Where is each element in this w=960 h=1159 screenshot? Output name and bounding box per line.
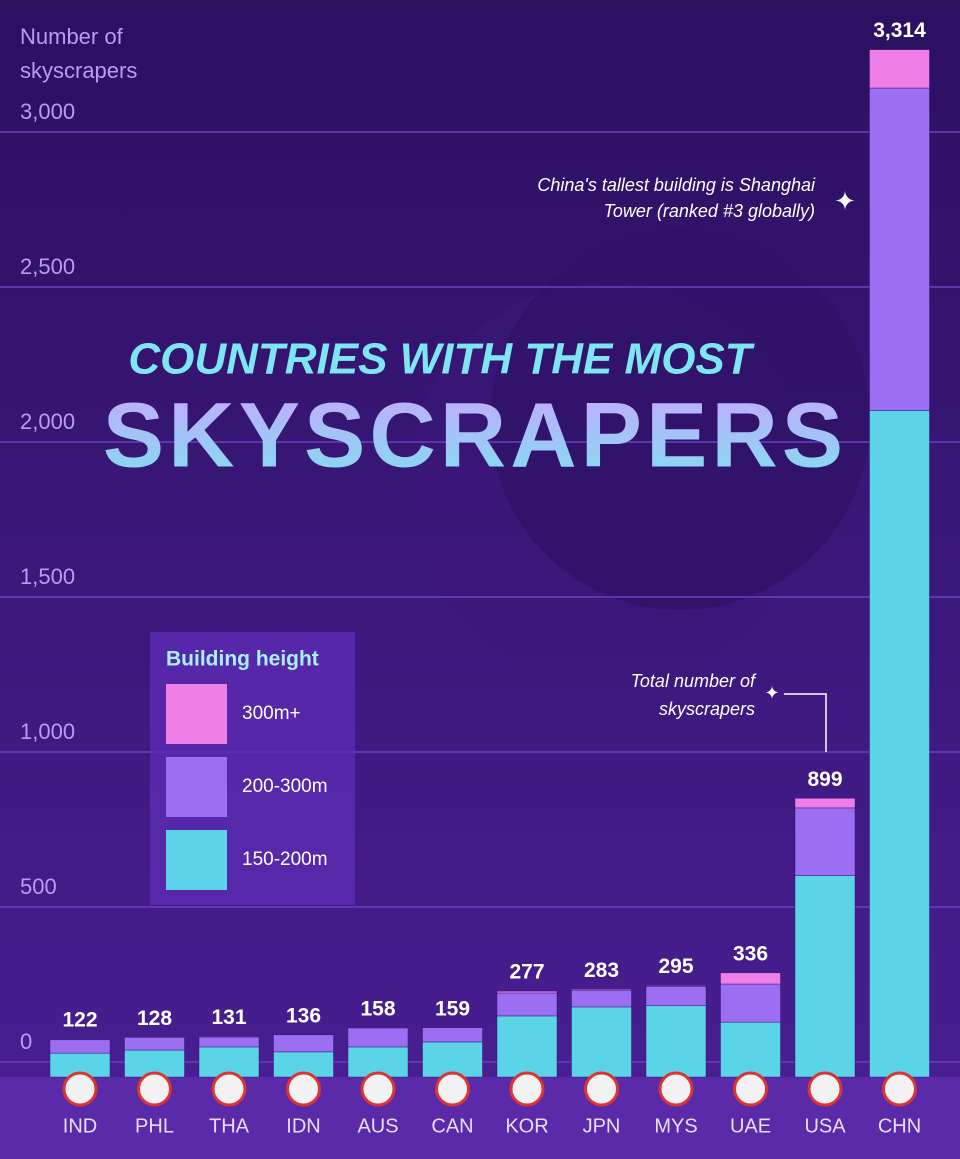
bar-segment: [720, 1021, 781, 1078]
sparkle: ✦: [834, 186, 856, 216]
x-tick-label: UAE: [730, 1115, 771, 1137]
total-label: 3,314: [873, 19, 926, 42]
y-axis-label: Number of: [20, 24, 124, 49]
y-tick-label: 0: [20, 1029, 32, 1054]
x-tick-label: IND: [63, 1115, 97, 1137]
total-label: 277: [509, 961, 544, 984]
x-tick-label: MYS: [654, 1115, 697, 1137]
flag: [137, 1071, 172, 1107]
flag: [882, 1071, 917, 1107]
flag: [435, 1071, 470, 1107]
annotation: China's tallest building is Shanghai: [537, 175, 816, 195]
sparkle: ✦: [764, 683, 779, 703]
legend-title: Building height: [166, 648, 319, 671]
flag: [584, 1071, 619, 1107]
annotation: Tower (ranked #3 globally): [604, 201, 815, 221]
bar-segment: [869, 87, 930, 411]
flag: [807, 1071, 843, 1107]
legend-label: 200-300m: [242, 776, 328, 797]
bar-segment: [720, 983, 781, 1023]
bar-segment: [347, 1027, 409, 1048]
x-tick-label: AUS: [357, 1115, 398, 1137]
bar-segment: [124, 1037, 185, 1051]
bar-segment: [645, 986, 707, 1006]
flag: [211, 1071, 247, 1107]
x-tick-label: THA: [209, 1115, 250, 1137]
y-tick-label: 1,500: [20, 564, 75, 589]
bar-segment: [198, 1036, 260, 1048]
legend-label: 300m+: [242, 703, 301, 724]
moon-decoration: [490, 230, 870, 610]
flag: [733, 1071, 768, 1107]
flag: [286, 1071, 321, 1107]
bar-segment: [794, 875, 856, 1078]
bar-segment: [422, 1041, 483, 1078]
chart-title: COUNTRIES WITH THE MOST: [128, 335, 754, 384]
bar-segment: [571, 989, 632, 991]
bar-segment: [794, 807, 856, 876]
bar-segment: [869, 49, 930, 89]
flag: [62, 1071, 98, 1107]
bar-segment: [422, 1027, 483, 1043]
bar-segment: [720, 972, 781, 985]
total-label: 295: [658, 955, 693, 978]
y-axis-label: skyscrapers: [20, 58, 137, 83]
total-label: 283: [584, 959, 619, 982]
bar-segment: [496, 992, 558, 1017]
y-tick-label: 500: [20, 874, 57, 899]
bar-segment: [645, 1005, 707, 1078]
total-label: 136: [286, 1004, 321, 1027]
legend-label: 150-200m: [242, 849, 328, 870]
x-tick-label: USA: [804, 1115, 846, 1137]
y-tick-label: 2,500: [20, 254, 75, 279]
bar-segment: [794, 798, 856, 809]
x-tick-label: PHL: [135, 1115, 174, 1137]
chart-subtitle: SKYSCRAPERS: [103, 384, 847, 486]
x-tick-label: JPN: [583, 1115, 621, 1137]
bar-segment: [49, 1038, 111, 1041]
bar-segment: [49, 1039, 111, 1054]
x-tick-label: IDN: [286, 1115, 320, 1137]
flag: [360, 1071, 396, 1107]
annotation: Total number of: [631, 671, 757, 691]
legend-swatch: [166, 830, 227, 890]
legend-swatch: [166, 757, 227, 817]
bar-segment: [273, 1034, 334, 1053]
bar-segment: [645, 985, 707, 987]
bar-segment: [496, 990, 558, 994]
bar-segment: [496, 1015, 558, 1078]
bar-segment: [869, 410, 930, 1078]
total-label: 131: [211, 1006, 246, 1029]
y-tick-label: 3,000: [20, 99, 75, 124]
total-label: 122: [62, 1009, 97, 1032]
bar-segment: [571, 1006, 632, 1078]
annotation: skyscrapers: [659, 699, 755, 719]
flag: [658, 1071, 694, 1107]
total-label: 128: [137, 1007, 172, 1030]
x-tick-label: CAN: [431, 1115, 473, 1137]
total-label: 899: [807, 768, 842, 791]
x-tick-label: KOR: [505, 1115, 548, 1137]
x-tick-label: CHN: [878, 1115, 921, 1137]
total-label: 159: [435, 997, 470, 1020]
flag: [509, 1071, 545, 1107]
y-tick-label: 1,000: [20, 719, 75, 744]
total-label: 158: [360, 998, 395, 1021]
annotation-connector: [784, 693, 827, 752]
total-label: 336: [733, 942, 768, 965]
bar-segment: [198, 1036, 260, 1038]
legend-swatch: [166, 684, 227, 744]
bar-segment: [571, 989, 632, 1008]
y-tick-label: 2,000: [20, 409, 75, 434]
